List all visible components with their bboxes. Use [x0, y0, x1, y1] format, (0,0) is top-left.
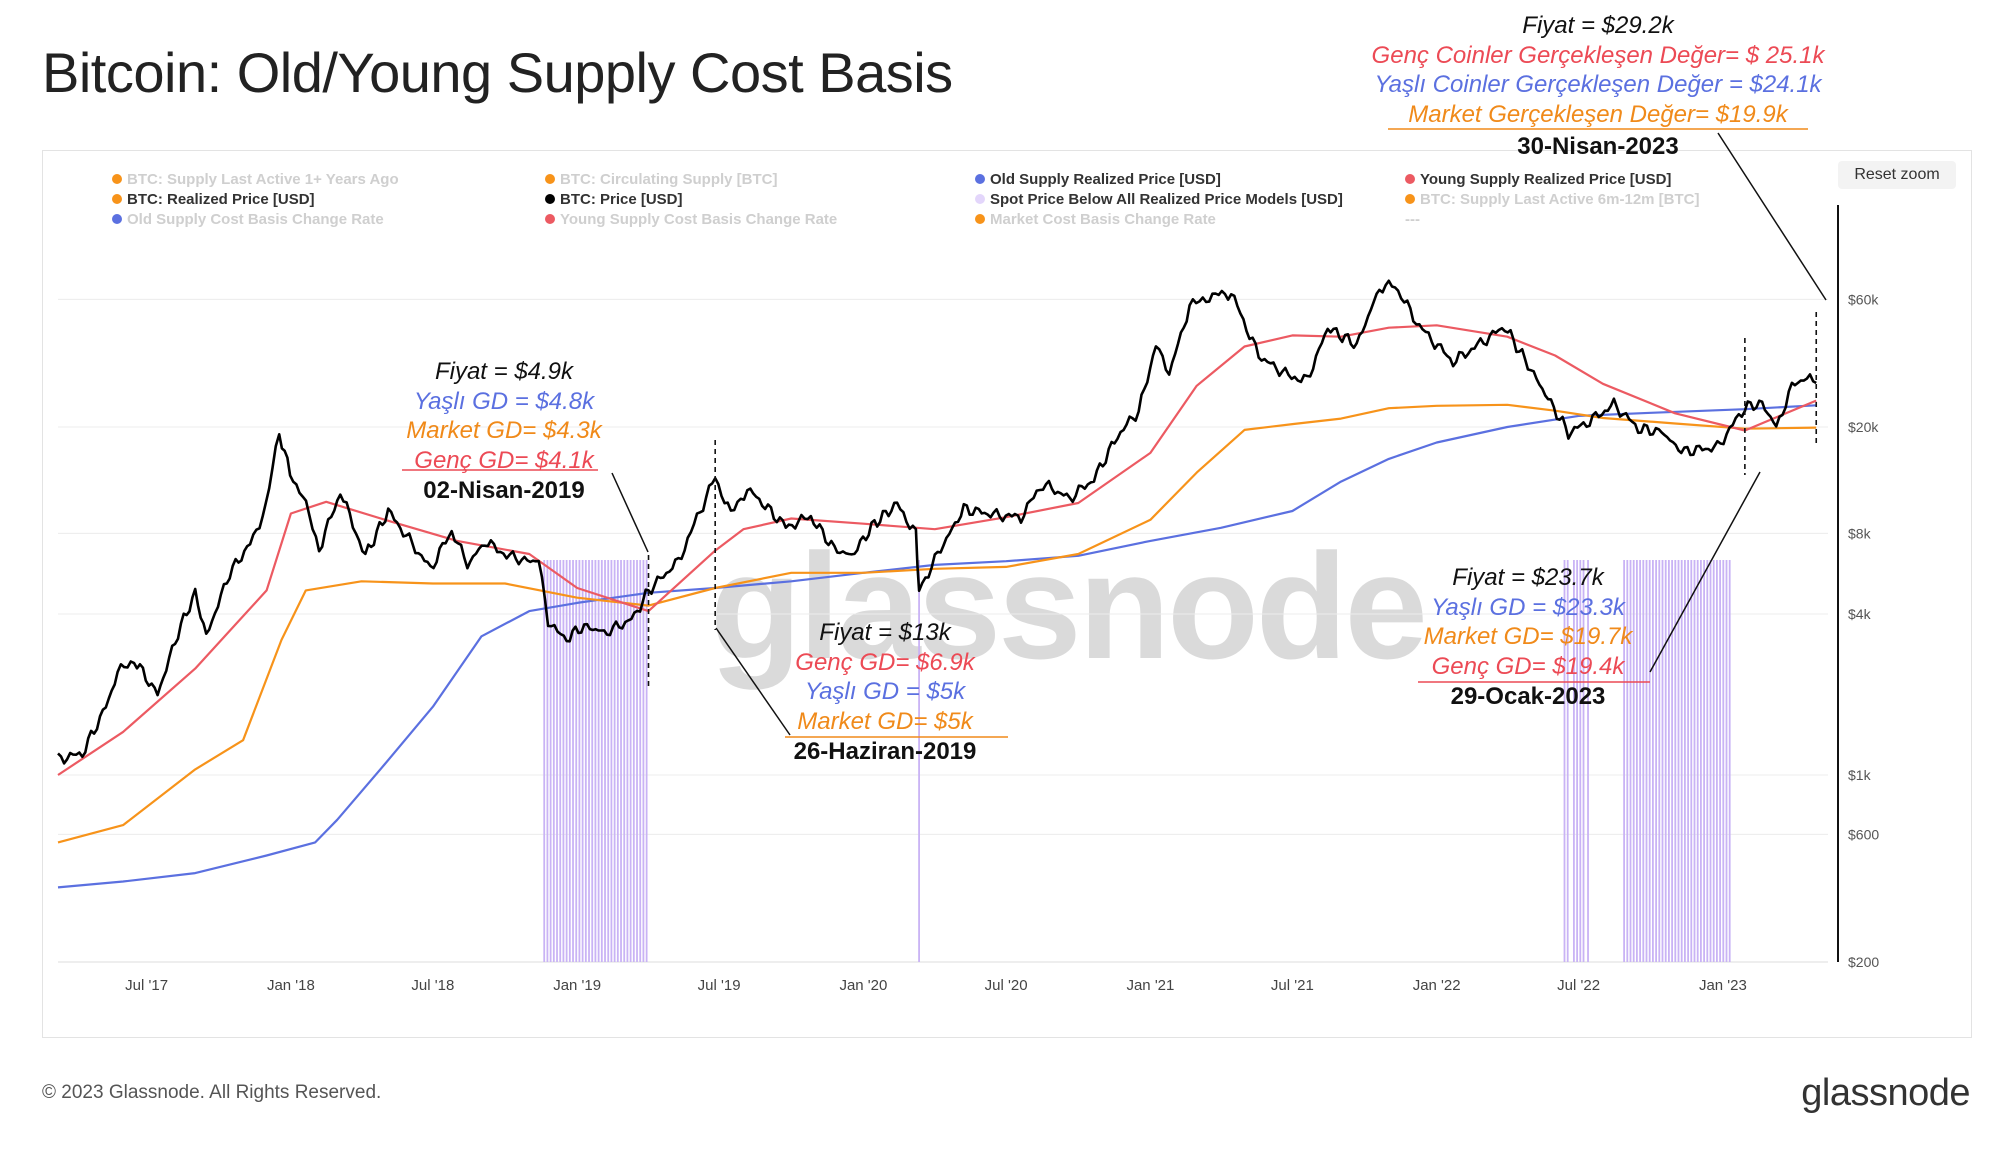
x-tick-label: Jan '22	[1413, 977, 1461, 994]
legend-label: Young Supply Cost Basis Change Rate	[560, 211, 838, 228]
callout-connector	[1649, 471, 1761, 673]
watermark: glassnode	[710, 522, 1428, 690]
annotation-line: Market GD= $5k	[797, 707, 973, 735]
y-tick-label: $4k	[1848, 606, 1872, 622]
callout-connector	[715, 627, 791, 736]
annotation-date: 26-Haziran-2019	[793, 738, 977, 765]
series-line	[57, 403, 1817, 844]
legend-item[interactable]: Spot Price Below All Realized Price Mode…	[975, 191, 1343, 208]
y-tick-label: $8k	[1848, 525, 1872, 541]
page-title: Bitcoin: Old/Young Supply Cost Basis	[42, 41, 953, 104]
reset-zoom-button[interactable]: Reset zoom	[1838, 161, 1956, 189]
annotation-line: Genç GD= $4.1k	[414, 446, 594, 474]
legend-label: BTC: Circulating Supply [BTC]	[560, 171, 778, 188]
legend-dot-icon	[112, 194, 122, 204]
x-tick-label: Jul '17	[125, 977, 168, 994]
legend-item[interactable]: BTC: Circulating Supply [BTC]	[545, 171, 778, 188]
legend-label: Old Supply Realized Price [USD]	[990, 171, 1221, 188]
legend-item[interactable]: BTC: Realized Price [USD]	[112, 191, 315, 208]
legend-label: BTC: Realized Price [USD]	[127, 191, 315, 208]
legend-dot-icon	[545, 214, 555, 224]
annotation-line: Yaşlı GD = $5k	[804, 678, 966, 705]
annotation-line: Market GD= $19.7k	[1423, 623, 1633, 650]
annotation-line: Yaşlı GD = $4.8k	[413, 387, 595, 415]
legend-item[interactable]: BTC: Supply Last Active 1+ Years Ago	[112, 171, 399, 188]
x-tick-label: Jul '22	[1557, 977, 1600, 994]
legend-label: Young Supply Realized Price [USD]	[1420, 171, 1672, 188]
x-tick-label: Jan '21	[1126, 977, 1174, 994]
annotation-line: Yaşlı GD = $23.3k	[1431, 593, 1625, 621]
legend-label: BTC: Price [USD]	[560, 191, 683, 208]
legend-label: Spot Price Below All Realized Price Mode…	[990, 191, 1343, 208]
legend-dot-icon	[545, 194, 555, 204]
y-tick-label: $60k	[1848, 291, 1879, 307]
annotation-line: Fiyat = $23.7k	[1452, 564, 1604, 591]
legend-dot-icon	[975, 194, 985, 204]
legend-label: BTC: Supply Last Active 6m-12m [BTC]	[1420, 191, 1700, 208]
chart-frame	[42, 150, 1972, 1038]
y-tick-label: $1k	[1848, 767, 1872, 783]
legend-dot-icon	[1405, 194, 1415, 204]
annotation-date: 29-Ocak-2023	[1450, 683, 1606, 710]
copyright-footer: © 2023 Glassnode. All Rights Reserved.	[42, 1082, 382, 1103]
legend-item[interactable]: BTC: Supply Last Active 6m-12m [BTC]	[1405, 191, 1700, 208]
legend-label: ---	[1405, 211, 1420, 228]
legend-item[interactable]: Young Supply Realized Price [USD]	[1405, 171, 1671, 188]
legend-dot-icon	[112, 174, 122, 184]
x-tick-label: Jul '19	[698, 977, 741, 994]
legend-item[interactable]: Old Supply Cost Basis Change Rate	[112, 211, 384, 228]
y-tick-label: $20k	[1848, 419, 1879, 435]
legend-dot-icon	[975, 174, 985, 184]
annotation-line: Genç GD= $6.9k	[795, 648, 975, 676]
legend-dot-icon	[1405, 174, 1415, 184]
annotation-line: Genç GD= $19.4k	[1431, 652, 1625, 680]
annotation-line: Market Gerçekleşen Değer= $19.9k	[1408, 100, 1788, 128]
legend-item[interactable]: BTC: Price [USD]	[545, 191, 683, 208]
x-tick-label: Jan '20	[839, 977, 887, 994]
legend-label: Market Cost Basis Change Rate	[990, 211, 1216, 228]
x-tick-label: Jan '18	[267, 977, 315, 994]
annotation-date: 30-Nisan-2023	[1517, 133, 1679, 160]
annotation-line: Fiyat = $13k	[819, 619, 951, 646]
legend-dot-icon	[975, 214, 985, 224]
annotation-line: Market GD= $4.3k	[406, 417, 602, 444]
legend-label: BTC: Supply Last Active 1+ Years Ago	[127, 171, 399, 188]
y-tick-label: $600	[1848, 826, 1879, 842]
x-tick-label: Jul '20	[985, 977, 1028, 994]
annotation-line: Fiyat = $4.9k	[434, 358, 574, 385]
legend-item[interactable]: Young Supply Cost Basis Change Rate	[545, 211, 837, 228]
glassnode-logo: glassnode	[1801, 1072, 1970, 1114]
annotation-line: Fiyat = $29.2k	[1522, 12, 1674, 39]
x-tick-label: Jul '21	[1271, 977, 1314, 994]
legend-item[interactable]: Market Cost Basis Change Rate	[975, 211, 1216, 228]
annotation-date: 02-Nisan-2019	[423, 477, 585, 504]
x-tick-label: Jul '18	[411, 977, 454, 994]
legend-label: Old Supply Cost Basis Change Rate	[127, 211, 384, 228]
series-line	[57, 279, 1817, 765]
legend-item[interactable]: ---	[1405, 211, 1420, 228]
legend-dot-icon	[545, 174, 555, 184]
x-tick-label: Jan '23	[1699, 977, 1747, 994]
callout-connector	[611, 472, 649, 553]
series-line	[57, 324, 1817, 776]
legend-item[interactable]: Old Supply Realized Price [USD]	[975, 171, 1221, 188]
x-tick-label: Jan '19	[553, 977, 601, 994]
callout-connector	[1717, 132, 1827, 301]
annotation-line: Yaşlı Coinler Gerçekleşen Değer = $24.1k	[1374, 71, 1822, 98]
y-tick-label: $200	[1848, 954, 1879, 970]
annotation-line: Genç Coinler Gerçekleşen Değer= $ 25.1k	[1371, 41, 1825, 69]
legend-dot-icon	[112, 214, 122, 224]
